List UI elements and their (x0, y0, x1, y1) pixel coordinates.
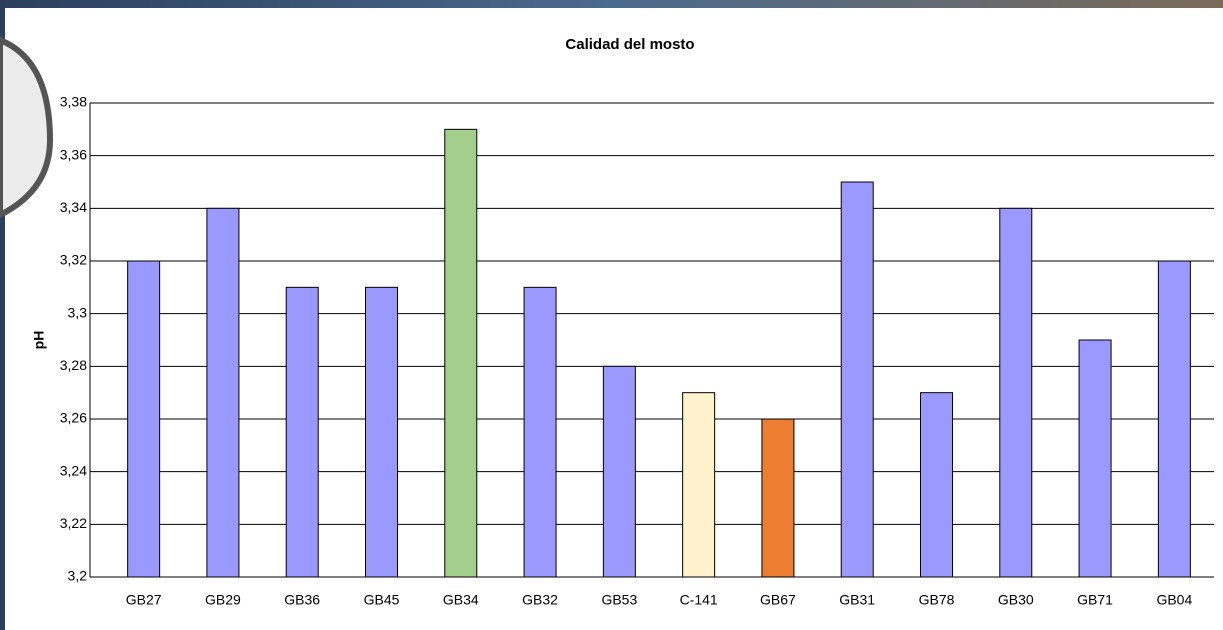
bar (366, 287, 398, 577)
bar (207, 208, 239, 577)
y-tick-label: 3,26 (60, 410, 87, 426)
bar (1158, 261, 1190, 577)
y-tick-label: 3,34 (60, 199, 87, 215)
bar (762, 419, 794, 577)
x-tick-label: C-141 (680, 592, 718, 608)
x-tick-label: GB04 (1156, 592, 1192, 608)
chart: Calidad del mosto pH 3,2 3,22 3,24 3,26 3,28… (0, 0, 1223, 630)
chart-title: Calidad del mosto (565, 36, 694, 53)
y-tick-label: 3,24 (60, 462, 87, 478)
bar (921, 393, 953, 577)
x-tick-label: GB30 (998, 592, 1034, 608)
y-tick-label: 3,36 (60, 146, 87, 162)
x-tick-label: GB34 (443, 592, 479, 608)
bar (128, 261, 160, 577)
x-tick-label: GB36 (284, 592, 320, 608)
y-tick-label: 3,22 (60, 515, 87, 531)
x-tick-label: GB67 (760, 592, 796, 608)
bar (841, 182, 873, 577)
x-tick-label: GB27 (126, 592, 162, 608)
x-tick-label: GB78 (919, 592, 955, 608)
x-tick-label: GB53 (601, 592, 637, 608)
x-tick-label: GB29 (205, 592, 241, 608)
bar (286, 287, 318, 577)
y-tick-label: 3,32 (60, 252, 87, 268)
y-tick-label: 3,2 (68, 568, 88, 584)
bar (603, 366, 635, 577)
y-tick-label: 3,28 (60, 357, 87, 373)
bar (1079, 340, 1111, 577)
x-tick-label: GB45 (364, 592, 400, 608)
bar (524, 287, 556, 577)
x-tick-label: GB31 (839, 592, 875, 608)
y-tick-label: 3,3 (68, 304, 88, 320)
bar (445, 129, 477, 577)
x-tick-label: GB71 (1077, 592, 1113, 608)
y-tick-label: 3,38 (60, 94, 87, 110)
bar (1000, 208, 1032, 577)
bar (683, 393, 715, 577)
x-tick-label: GB32 (522, 592, 558, 608)
y-axis-label: pH (31, 331, 47, 350)
